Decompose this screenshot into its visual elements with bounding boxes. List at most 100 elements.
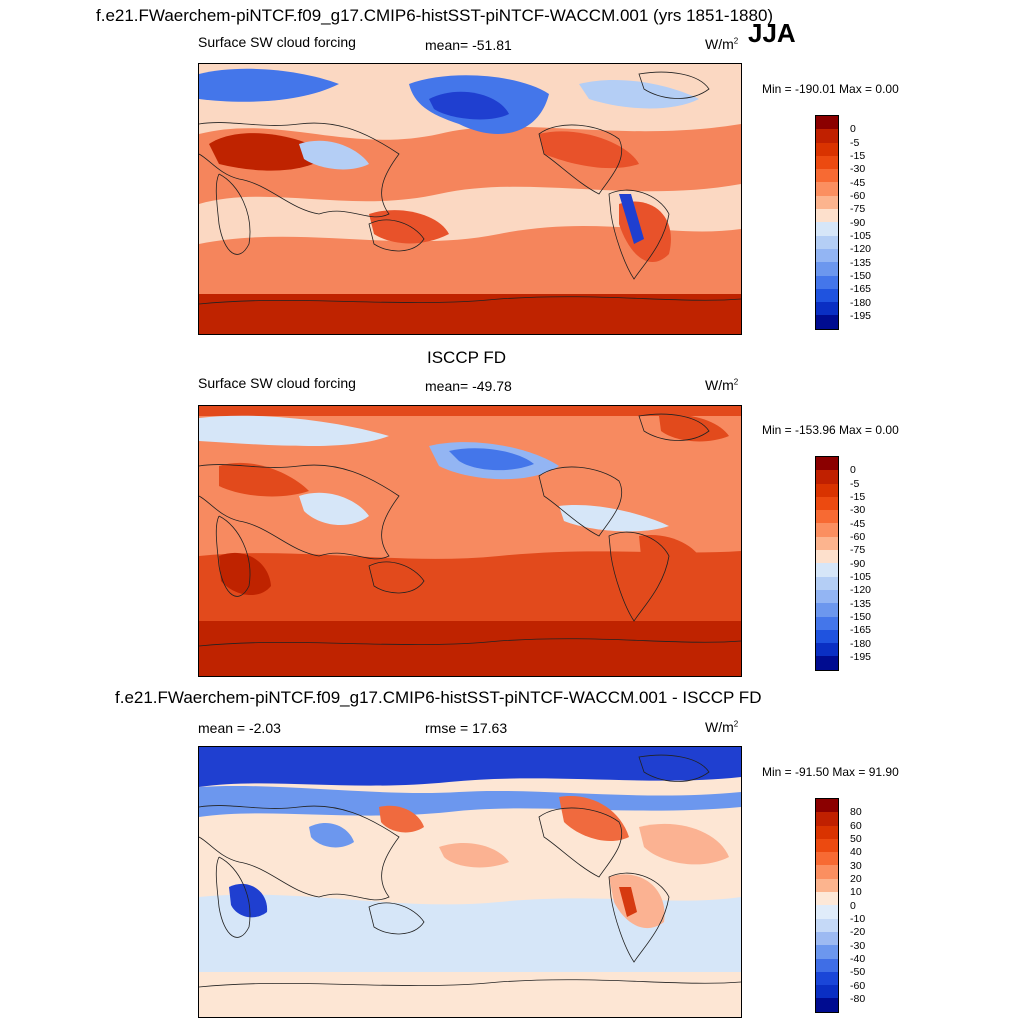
map-region [619,887,637,917]
coastline [608,189,670,280]
colorbar-tick: -30 [850,504,866,516]
coastline [215,515,251,597]
coastline [538,124,623,195]
coastline [215,173,251,255]
map-region [559,796,629,842]
map-region [199,294,741,334]
map-region [199,68,339,102]
panel1-minmax: Min = -190.01 Max = 0.00 [762,82,899,96]
colorbar-tick: 0 [850,900,856,912]
panel3-map [198,746,742,1018]
colorbar-tick: -195 [850,651,872,663]
coastline [638,754,710,782]
colorbar-tick: -180 [850,638,872,650]
coastline [199,805,400,901]
colorbar-tick: -120 [850,243,872,255]
panel2-units: W/m2 [705,377,739,393]
colorbar-tick: -60 [850,980,866,992]
colorbar-tick: -135 [850,257,872,269]
coastline [215,856,251,938]
panel2-mean: mean= -49.78 [425,378,512,394]
colorbar-tick: -150 [850,270,872,282]
coastline [368,561,425,594]
panel1-units: W/m2 [705,36,739,52]
colorbar-tick: 80 [850,806,862,818]
colorbar-tick: -120 [850,584,872,596]
map-region [439,842,509,868]
map-region [299,492,369,526]
map-region [559,505,669,532]
map-region [429,91,509,120]
panel2-colorbar [815,456,839,671]
panel1-field-label: Surface SW cloud forcing [198,34,356,50]
coastline [608,531,670,622]
colorbar-tick: -75 [850,203,866,215]
colorbar-tick: 50 [850,833,862,845]
coastline [538,466,623,537]
coastline [608,872,670,963]
map-region [299,140,369,170]
coastline [638,71,710,99]
map-region [539,131,639,169]
panel1-map [198,63,742,335]
map-region [639,823,729,865]
panel2-title: ISCCP FD [427,348,507,367]
coastline [538,807,623,878]
colorbar-tick: 60 [850,820,862,832]
map-region [209,133,329,171]
map-region [639,535,704,574]
panel2-map [198,405,742,677]
panel3-minmax: Min = -91.50 Max = 91.90 [762,765,899,779]
colorbar-tick: -40 [850,953,866,965]
colorbar-tick: -90 [850,558,866,570]
coastline [368,219,425,252]
colorbar-tick: -165 [850,624,872,636]
colorbar-tick: 0 [850,464,856,476]
map-region [229,883,268,918]
panel1-title: f.e21.FWaerchem-piNTCF.f09_g17.CMIP6-his… [96,6,774,25]
colorbar-tick: -20 [850,926,866,938]
colorbar-tick: -45 [850,518,866,530]
map-region [199,225,741,304]
colorbar-tick: -165 [850,283,872,295]
map-region [219,552,271,596]
panel1-mean: mean= -51.81 [425,37,512,53]
map-region [199,621,741,676]
panel3-title: f.e21.FWaerchem-piNTCF.f09_g17.CMIP6-his… [115,688,762,707]
colorbar-tick: -5 [850,478,860,490]
colorbar-tick: -180 [850,297,872,309]
colorbar-tick: -195 [850,310,872,322]
colorbar-tick: -5 [850,137,860,149]
colorbar-tick: -50 [850,966,866,978]
panel3-units: W/m2 [705,719,739,735]
colorbar-tick: 10 [850,886,862,898]
panel2-minmax: Min = -153.96 Max = 0.00 [762,423,899,437]
map-region [619,194,644,244]
map-region [659,414,729,442]
coastline [199,464,400,560]
colorbar-tick: 20 [850,873,862,885]
map-region [219,462,309,497]
coastline [199,122,400,218]
colorbar-tick: -105 [850,571,872,583]
map-region [199,415,389,446]
colorbar-tick: -30 [850,940,866,952]
coastline [368,902,425,935]
coastline [199,638,741,647]
colorbar-tick: -10 [850,913,866,925]
coastline [638,413,710,441]
colorbar-tick: -45 [850,177,866,189]
colorbar-tick: -105 [850,230,872,242]
map-region [199,747,741,787]
coastline [199,296,741,305]
panel3-colorbar [815,798,839,1013]
colorbar-tick: -15 [850,491,866,503]
map-region [199,406,741,416]
colorbar-tick: 30 [850,860,862,872]
panel3-mean: mean = -2.03 [198,720,281,736]
colorbar-tick: -60 [850,531,866,543]
colorbar-tick: -135 [850,598,872,610]
colorbar-tick: 40 [850,846,862,858]
panel2-field-label: Surface SW cloud forcing [198,375,356,391]
map-region [579,79,699,109]
